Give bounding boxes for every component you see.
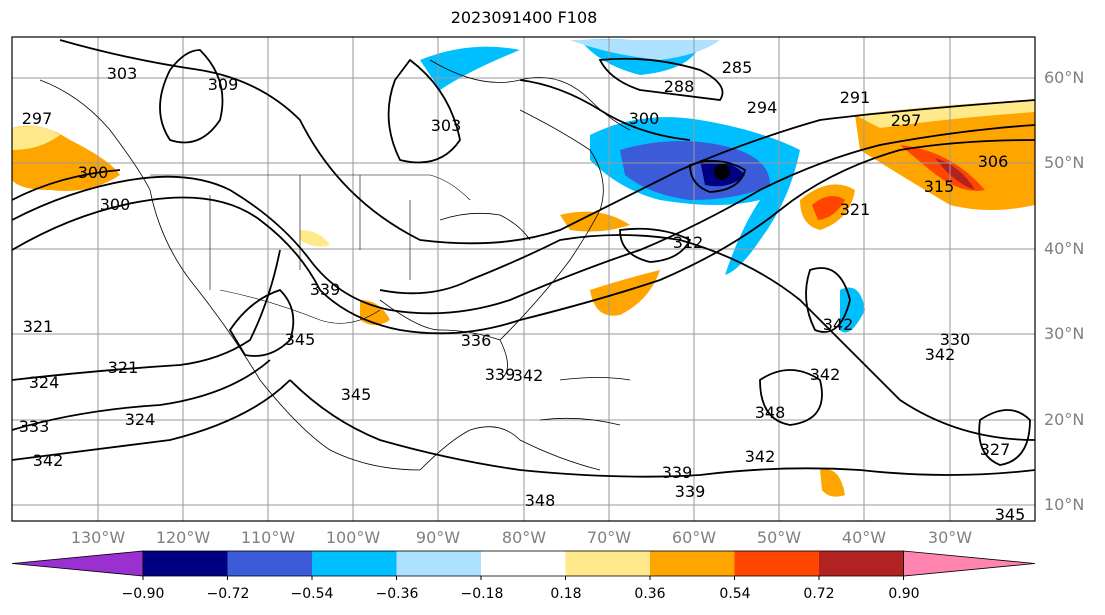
contour-labels: 303 309 285 288 294 291 297 306 315 297 …	[19, 58, 1026, 524]
contour-label: 297	[891, 111, 922, 130]
contour-label: 345	[341, 385, 372, 404]
contour-label: 300	[78, 163, 109, 182]
colorbar-tick-label: 0.18	[550, 586, 582, 602]
contour-label: 285	[722, 58, 753, 77]
contour-label: 291	[840, 88, 871, 107]
colorbar-segment	[481, 551, 566, 576]
contour-label: 339	[675, 482, 706, 501]
contour-label: 342	[513, 366, 544, 385]
contour-label: 312	[673, 233, 704, 252]
anomaly-fills	[12, 39, 1035, 497]
contour-label: 339	[662, 463, 693, 482]
contour-label: 336	[461, 331, 492, 350]
borders	[150, 174, 471, 324]
contour-label: 303	[107, 64, 138, 83]
lon-label: 40°W	[841, 528, 887, 547]
colorbar-segment	[734, 551, 820, 576]
colorbar-border	[142, 550, 904, 577]
lat-label: 10°N	[1044, 495, 1085, 514]
contour-label: 342	[823, 315, 854, 334]
colorbar-tick-label: −0.90	[121, 586, 165, 602]
contour-label: 300	[629, 109, 660, 128]
lon-label: 60°W	[671, 528, 717, 547]
colorbar-tick-label: 0.72	[803, 586, 835, 602]
colorbar-segment	[312, 551, 397, 576]
contour-label: 288	[664, 77, 695, 96]
contour-label: 324	[125, 410, 156, 429]
contour-label: 306	[978, 152, 1009, 171]
colorbar-segment	[650, 551, 735, 576]
colorbar-tick-label: 0.90	[888, 586, 920, 602]
height-contours	[11, 39, 1036, 478]
contour-label: 330	[940, 330, 971, 349]
colorbar-extend-low	[11, 550, 144, 577]
lat-label: 40°N	[1044, 239, 1085, 258]
map-title: 2023091400 F108	[450, 8, 598, 27]
map-frame	[11, 36, 1036, 522]
colorbar-segment	[227, 551, 313, 576]
lat-label: 60°N	[1044, 68, 1085, 87]
colorbar-tick-label: −0.18	[460, 586, 504, 602]
lon-label: 110°W	[240, 528, 296, 547]
contour-label: 327	[980, 440, 1011, 459]
colorbar-tick-label: −0.54	[290, 586, 334, 602]
lon-label: 50°W	[756, 528, 802, 547]
contour-label: 345	[285, 330, 316, 349]
contour-label: 324	[29, 373, 60, 392]
contour-label: 297	[22, 109, 53, 128]
colorbar-tick-label: 0.54	[719, 586, 751, 602]
contour-label: 342	[925, 345, 956, 364]
graticule	[12, 37, 1035, 521]
contour-label: 345	[995, 505, 1026, 524]
colorbar-tick-label: −0.72	[206, 586, 250, 602]
colorbar-segment	[396, 551, 482, 576]
contour-label: 321	[23, 317, 54, 336]
contour-label: 315	[924, 177, 955, 196]
contour-label: 342	[33, 451, 64, 470]
lon-label: 100°W	[325, 528, 381, 547]
lat-label: 30°N	[1044, 324, 1085, 343]
lon-label: 130°W	[70, 528, 126, 547]
lon-label: 70°W	[586, 528, 632, 547]
contour-label: 321	[108, 358, 139, 377]
colorbar-segment	[819, 551, 904, 576]
contour-label: 339	[310, 280, 341, 299]
contour-label: 333	[19, 417, 50, 436]
lat-label: 20°N	[1044, 410, 1085, 429]
contour-label: 342	[745, 447, 776, 466]
low-center-marker	[714, 164, 730, 180]
contour-label: 339	[485, 365, 516, 384]
lat-label: 50°N	[1044, 153, 1085, 172]
contour-label: 342	[810, 365, 841, 384]
contour-label: 348	[525, 491, 556, 510]
lon-label: 30°W	[927, 528, 973, 547]
colorbar-extend-high	[903, 550, 1036, 577]
contour-label: 309	[208, 75, 239, 94]
lon-label: 80°W	[501, 528, 547, 547]
colorbar	[11, 550, 1036, 580]
contour-label: 294	[747, 98, 778, 117]
colorbar-segment	[565, 551, 651, 576]
contour-label: 348	[755, 403, 786, 422]
contour-label: 300	[100, 195, 131, 214]
contour-label: 321	[840, 200, 871, 219]
colorbar-tick-label: −0.36	[375, 586, 419, 602]
colorbar-tick-label: 0.36	[634, 586, 666, 602]
contour-label: 303	[431, 116, 462, 135]
lon-label: 90°W	[415, 528, 461, 547]
lon-label: 120°W	[155, 528, 211, 547]
colorbar-segment	[143, 551, 228, 576]
